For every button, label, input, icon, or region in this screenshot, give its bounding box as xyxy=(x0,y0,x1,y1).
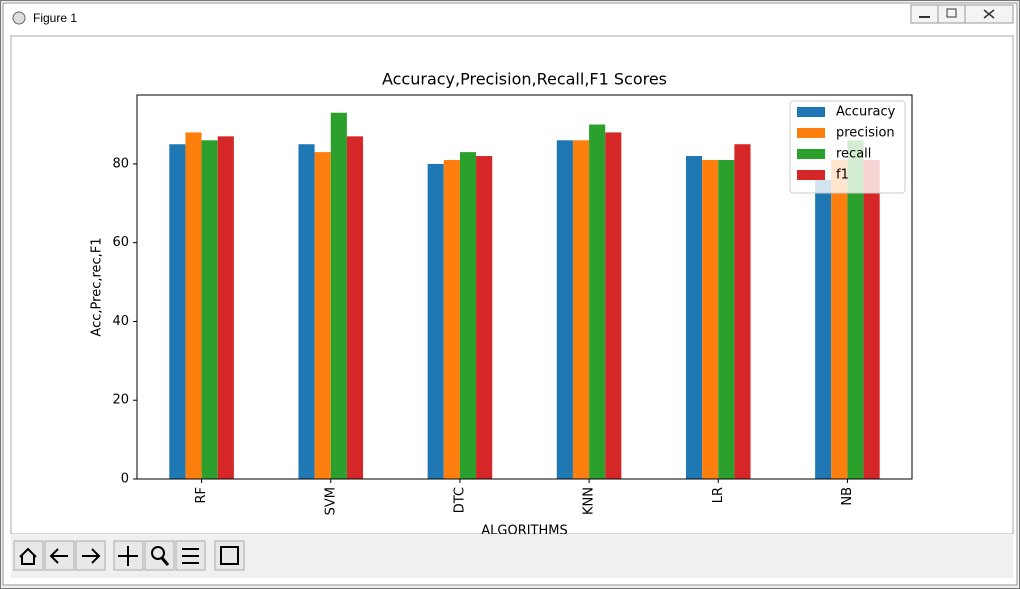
bar xyxy=(831,159,848,479)
y-tick-label: 0 xyxy=(121,472,129,487)
bar xyxy=(201,140,218,480)
save-icon xyxy=(220,546,239,565)
legend-label: f1 xyxy=(836,168,849,183)
legend-swatch xyxy=(797,149,825,159)
zoom-icon xyxy=(151,546,165,560)
x-tick-label: RF xyxy=(194,487,209,504)
chart-title: Accuracy,Precision,Recall,F1 Scores xyxy=(382,70,667,89)
bar xyxy=(572,140,590,480)
bar xyxy=(589,124,606,480)
legend-label: precision xyxy=(836,126,895,141)
bar xyxy=(443,159,460,479)
bar xyxy=(815,179,832,479)
configure-button[interactable] xyxy=(175,540,206,571)
window-controls xyxy=(910,4,1014,24)
x-tick-label: DTC xyxy=(452,487,467,513)
x-tick-label: KNN xyxy=(582,487,597,515)
y-tick-label: 60 xyxy=(112,235,129,250)
y-tick-label: 40 xyxy=(112,314,129,329)
bar xyxy=(330,112,347,479)
bar xyxy=(605,132,622,479)
maximize-button[interactable] xyxy=(937,4,966,24)
close-glyph xyxy=(983,9,995,19)
legend-swatch xyxy=(797,128,825,138)
bar xyxy=(863,159,880,479)
window-title: Figure 1 xyxy=(33,11,77,25)
bar xyxy=(185,132,202,479)
home-button[interactable] xyxy=(13,540,44,571)
bar xyxy=(556,140,573,480)
axes-frame xyxy=(136,94,913,480)
zoom-handle xyxy=(160,557,170,566)
bar xyxy=(217,136,234,479)
plot: Accuracy,Precision,Recall,F1 Scores Acc,P… xyxy=(90,70,913,539)
back-icon xyxy=(49,548,68,564)
home-icon xyxy=(19,547,37,565)
bar xyxy=(734,144,751,479)
y-tick-label: 80 xyxy=(112,156,129,171)
legend-swatch xyxy=(797,107,825,117)
bar xyxy=(346,136,364,479)
bar xyxy=(847,140,864,480)
bar xyxy=(685,156,703,480)
bar xyxy=(702,159,719,479)
legend-label: Accuracy xyxy=(836,105,896,120)
bar xyxy=(476,156,493,480)
bar xyxy=(427,163,444,479)
zoom-button[interactable] xyxy=(144,540,175,571)
legend-swatch xyxy=(797,170,825,180)
pan-icon xyxy=(118,546,138,566)
bar xyxy=(298,144,315,479)
save-button[interactable] xyxy=(214,540,245,571)
legend-label: recall xyxy=(836,147,871,162)
bar xyxy=(718,159,735,479)
y-tick-label: 20 xyxy=(112,393,129,408)
bar xyxy=(314,152,331,479)
forward-icon xyxy=(82,548,101,564)
bar xyxy=(459,152,477,479)
x-tick-label: NB xyxy=(840,487,855,506)
minimize-button[interactable] xyxy=(910,4,939,24)
maximize-glyph xyxy=(946,8,957,18)
y-axis-label: Acc,Prec,rec,F1 xyxy=(90,237,105,336)
x-tick-label: LR xyxy=(711,487,726,503)
app-icon xyxy=(12,11,26,25)
x-tick-label: SVM xyxy=(323,487,338,515)
configure-icon xyxy=(182,548,199,564)
bar xyxy=(169,144,186,479)
toolbar-buttons xyxy=(13,540,245,571)
